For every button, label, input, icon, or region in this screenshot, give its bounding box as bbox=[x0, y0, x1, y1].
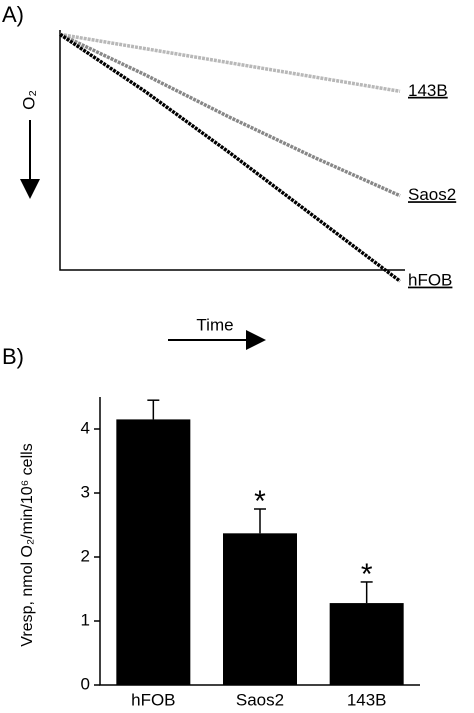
axis bbox=[59, 30, 405, 271]
annotation: * bbox=[361, 558, 373, 591]
legend-label: hFOB bbox=[408, 271, 452, 290]
x-tick-label: 143B bbox=[347, 690, 387, 709]
x-label: Time bbox=[196, 315, 233, 334]
line bbox=[59, 32, 401, 94]
x-tick-label: hFOB bbox=[131, 690, 175, 709]
y-tick-label: 3 bbox=[81, 482, 90, 501]
annotation: * bbox=[254, 485, 266, 518]
line bbox=[59, 32, 402, 283]
panel-label: A) bbox=[2, 2, 24, 27]
y-tick-label: 4 bbox=[81, 418, 90, 437]
panel-label: B) bbox=[2, 344, 24, 369]
y-label: O₂ bbox=[19, 90, 38, 110]
bar bbox=[116, 419, 191, 685]
legend-label: Saos2 bbox=[408, 185, 456, 204]
bar bbox=[223, 533, 297, 685]
y-tick-label: 2 bbox=[81, 546, 90, 565]
y-tick-label: 1 bbox=[81, 610, 90, 629]
line bbox=[59, 32, 401, 198]
y-label: Vresp, nmol O₂/min/10⁶ cells bbox=[19, 443, 36, 646]
x-tick-label: Saos2 bbox=[236, 690, 284, 709]
y-tick-label: 0 bbox=[81, 674, 90, 693]
legend-label: 143B bbox=[408, 81, 448, 100]
bar bbox=[329, 603, 404, 685]
